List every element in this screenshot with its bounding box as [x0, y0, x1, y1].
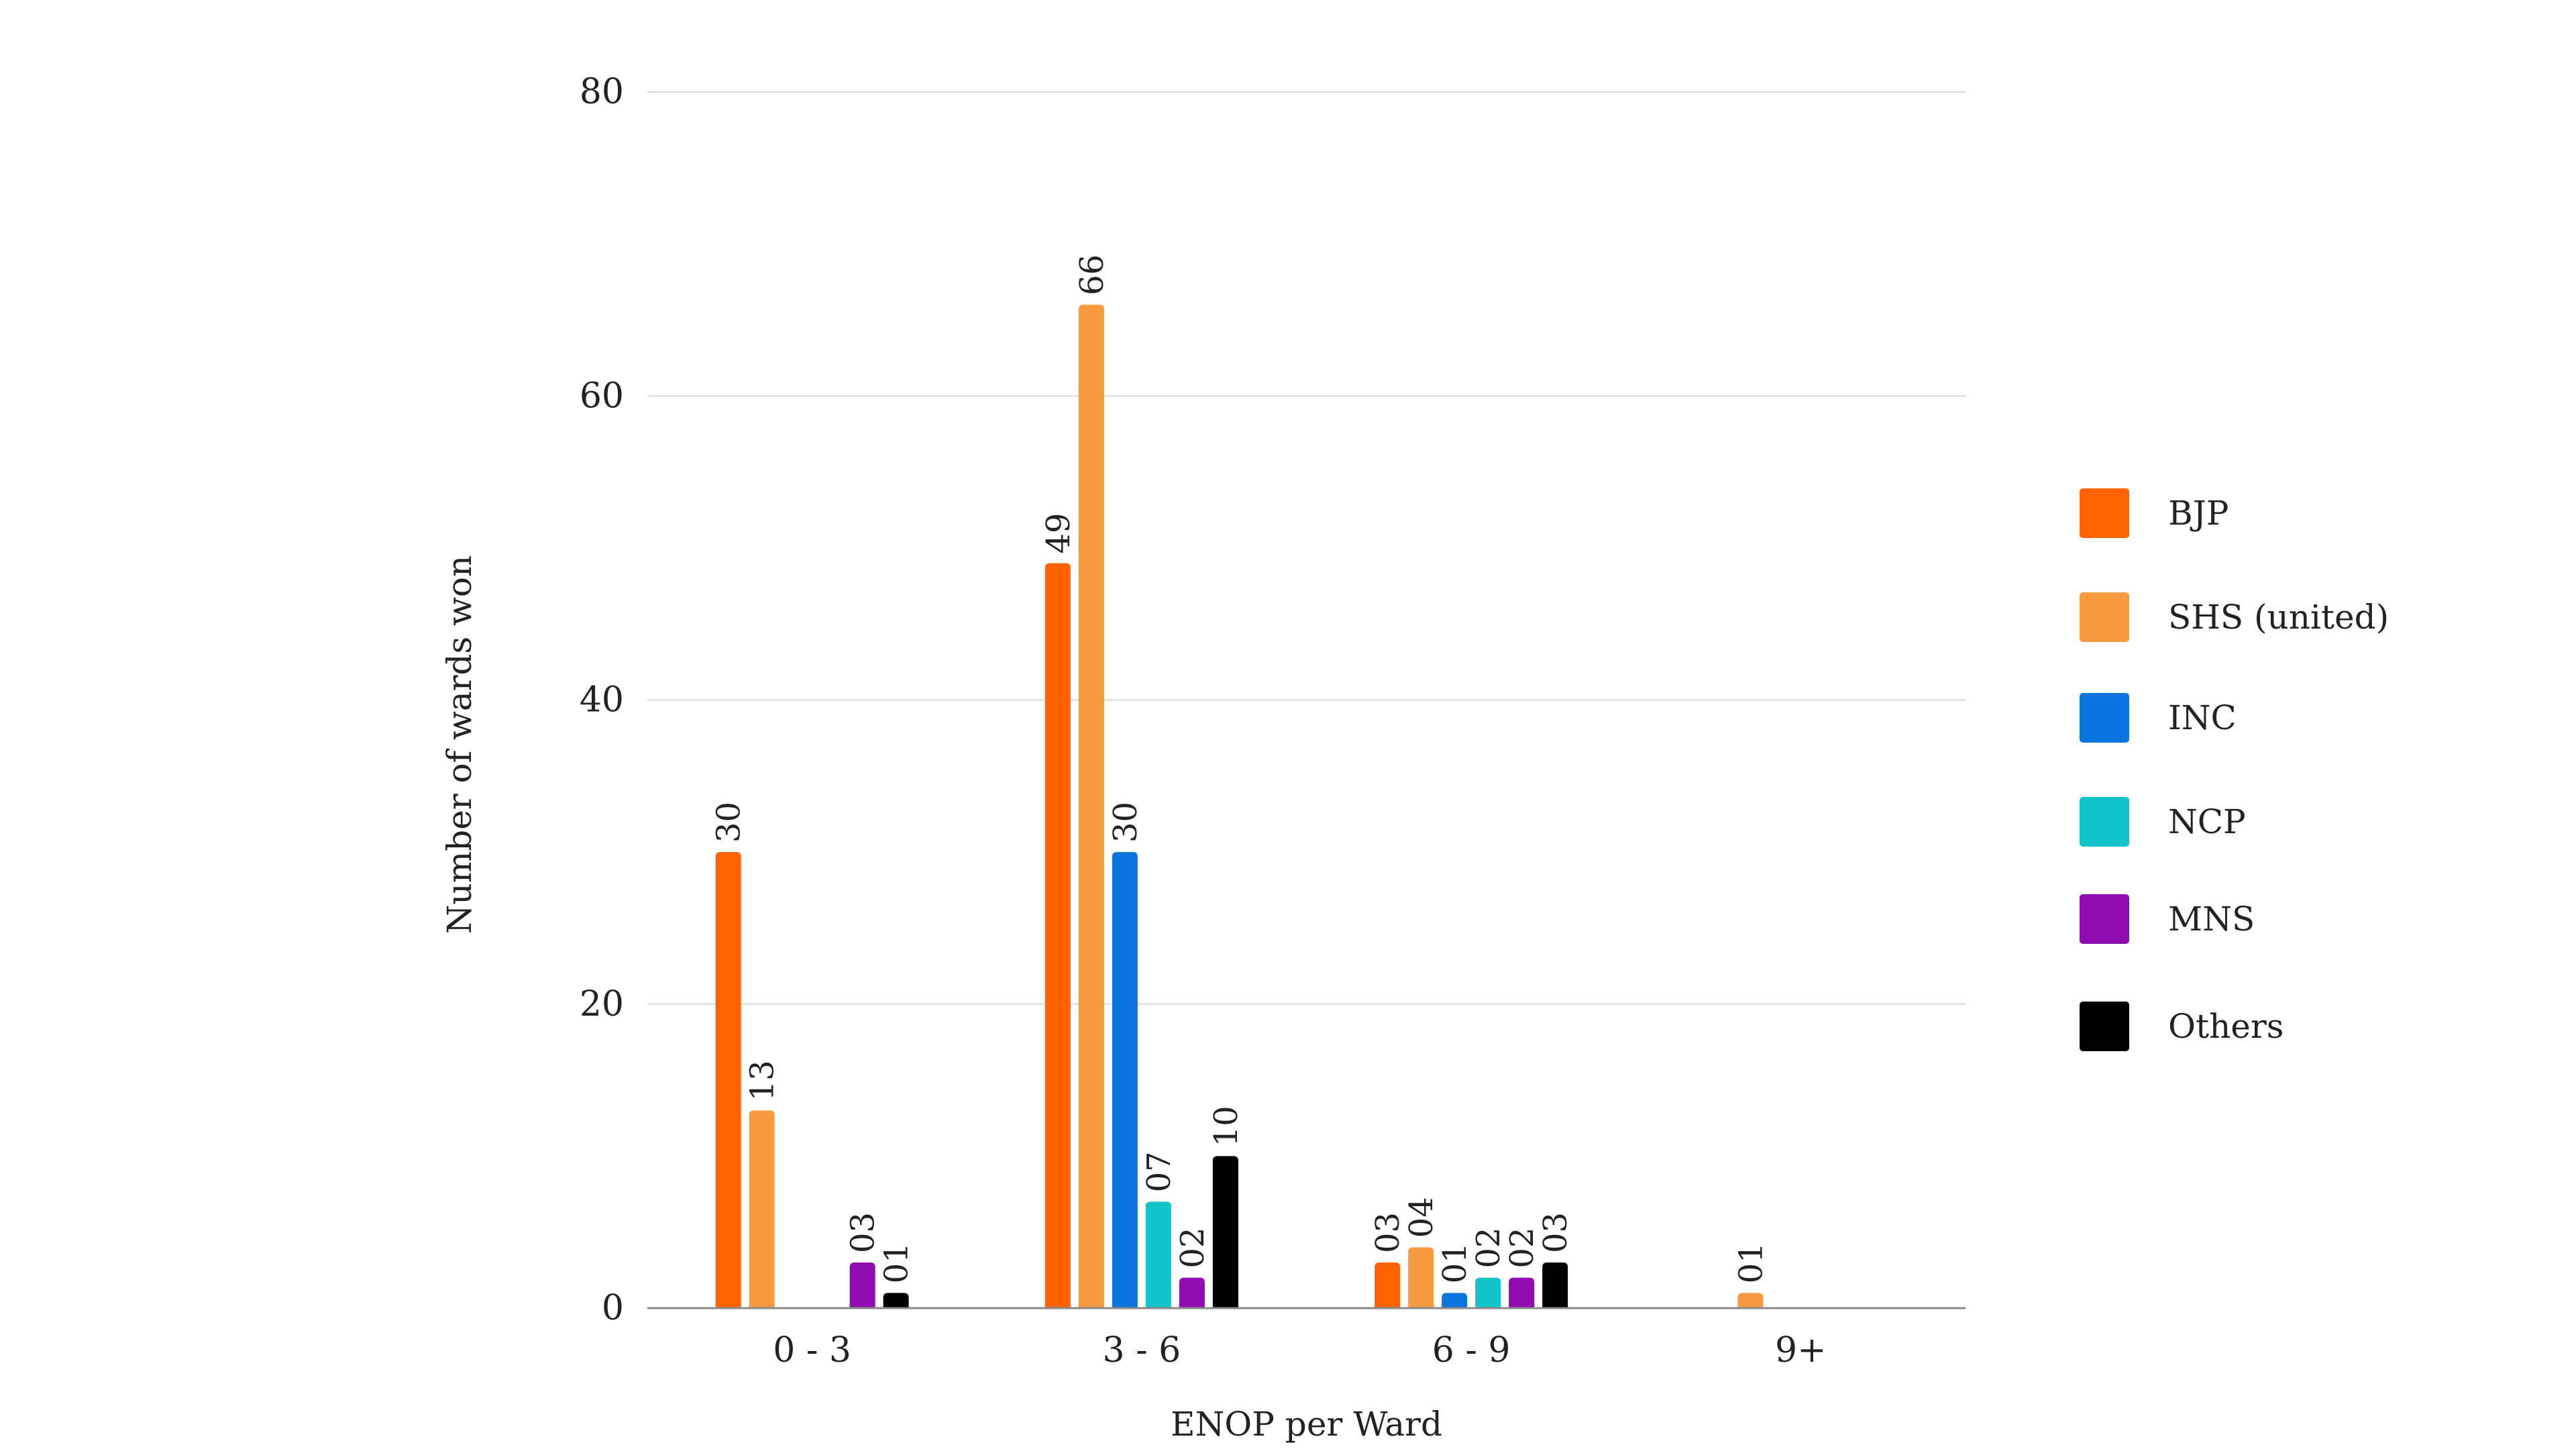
- y-tick-label: 40: [580, 680, 624, 720]
- bar-others: [883, 1293, 909, 1308]
- bar-others: [1542, 1263, 1568, 1308]
- legend: BJP SHS (united) INC NCP MNS Others: [2080, 488, 2389, 1051]
- data-label: 49: [1040, 513, 1077, 553]
- data-label: 03: [845, 1212, 882, 1253]
- bar-others: [1212, 1156, 1238, 1308]
- y-axis-title: Number of wards won: [440, 555, 479, 934]
- bars: [715, 305, 1764, 1308]
- y-tick-labels: 0 20 40 60 80: [580, 72, 624, 1328]
- data-label: 01: [1732, 1242, 1770, 1283]
- legend-item: Others: [2080, 1002, 2284, 1051]
- data-label: 66: [1073, 254, 1111, 295]
- data-label: 13: [744, 1060, 782, 1101]
- data-label: 02: [1470, 1228, 1507, 1269]
- legend-label: SHS (united): [2168, 598, 2389, 637]
- grid-lines: [647, 91, 1966, 1005]
- y-tick-label: 0: [602, 1288, 624, 1328]
- legend-label: MNS: [2168, 900, 2255, 938]
- data-label: 04: [1403, 1197, 1440, 1238]
- legend-swatch: [2080, 797, 2129, 847]
- y-tick-label: 20: [580, 984, 624, 1024]
- bar-inc: [1442, 1293, 1468, 1308]
- legend-item: SHS (united): [2080, 592, 2389, 642]
- legend-swatch: [2080, 1002, 2129, 1051]
- data-label: 03: [1537, 1212, 1574, 1253]
- y-tick-label: 80: [580, 72, 624, 112]
- legend-item: INC: [2080, 693, 2237, 743]
- legend-label: INC: [2168, 698, 2237, 737]
- data-label: 01: [1436, 1242, 1474, 1283]
- x-tick-label: 0 - 3: [773, 1330, 851, 1371]
- bar-mns: [1179, 1277, 1205, 1308]
- bar-inc: [1112, 852, 1138, 1308]
- legend-label: NCP: [2168, 802, 2246, 841]
- legend-swatch: [2080, 488, 2129, 538]
- legend-label: Others: [2168, 1007, 2284, 1046]
- data-label: 02: [1174, 1228, 1212, 1269]
- bar-mns: [849, 1263, 875, 1308]
- legend-item: BJP: [2080, 488, 2229, 538]
- legend-label: BJP: [2168, 494, 2229, 533]
- x-tick-label: 6 - 9: [1432, 1330, 1511, 1371]
- y-tick-label: 60: [580, 376, 624, 416]
- data-label: 30: [710, 802, 748, 843]
- x-tick-label: 3 - 6: [1102, 1330, 1181, 1371]
- data-label: 03: [1369, 1212, 1407, 1253]
- bar-bjp: [1044, 563, 1071, 1308]
- data-label: 10: [1208, 1106, 1245, 1146]
- bar-shs-united: [749, 1110, 775, 1308]
- x-tick-labels: 0 - 3 3 - 6 6 - 9 9+: [773, 1330, 1826, 1371]
- data-label: 30: [1107, 802, 1144, 843]
- bar-shs-united: [1737, 1293, 1764, 1308]
- bar-shs-united: [1408, 1247, 1434, 1308]
- legend-swatch: [2080, 894, 2129, 944]
- x-axis-title: ENOP per Ward: [1171, 1405, 1442, 1444]
- x-tick-label: 9+: [1775, 1330, 1827, 1371]
- data-label: 07: [1140, 1151, 1178, 1192]
- bar-bjp: [1375, 1263, 1401, 1308]
- legend-item: NCP: [2080, 797, 2246, 847]
- bar-ncp: [1475, 1277, 1501, 1308]
- bar-bjp: [715, 852, 741, 1308]
- legend-swatch: [2080, 592, 2129, 642]
- legend-item: MNS: [2080, 894, 2255, 944]
- bar-mns: [1509, 1277, 1535, 1308]
- data-label: 02: [1503, 1228, 1541, 1269]
- bar-ncp: [1145, 1201, 1171, 1308]
- data-label: 01: [878, 1242, 916, 1283]
- legend-swatch: [2080, 693, 2129, 743]
- bar-shs-united: [1078, 305, 1104, 1308]
